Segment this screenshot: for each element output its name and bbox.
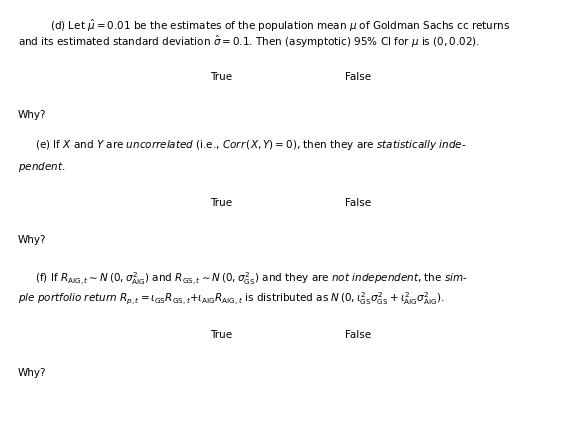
Text: (d) Let $\hat{\mu} = 0.01$ be the estimates of the population mean $\mu$ of Gold: (d) Let $\hat{\mu} = 0.01$ be the estima… (50, 18, 510, 34)
Text: True: True (210, 72, 232, 82)
Text: (e) If $X$ and $Y$ are $\mathit{uncorrelated}$ (i.e., $\mathit{Corr}\,(X, Y) = 0: (e) If $X$ and $Y$ are $\mathit{uncorrel… (35, 138, 467, 152)
Text: Why?: Why? (18, 110, 46, 120)
Text: $\mathit{ple\ portfolio\ return}$ $R_{p,t} = \iota_{\mathrm{GS}}R_{\mathrm{GS},t: $\mathit{ple\ portfolio\ return}$ $R_{p,… (18, 290, 445, 306)
Text: False: False (345, 198, 371, 208)
Text: and its estimated standard deviation $\hat{\sigma} = 0.1$. Then (asymptotic) 95%: and its estimated standard deviation $\h… (18, 34, 480, 50)
Text: (f) If $R_{\mathrm{AIG},t} \sim N\,(0, \sigma^2_{\mathrm{AIG}})$ and $R_{\mathrm: (f) If $R_{\mathrm{AIG},t} \sim N\,(0, \… (35, 270, 468, 287)
Text: Why?: Why? (18, 235, 46, 245)
Text: $\mathit{pendent}$.: $\mathit{pendent}$. (18, 160, 65, 174)
Text: True: True (210, 198, 232, 208)
Text: Why?: Why? (18, 368, 46, 378)
Text: True: True (210, 330, 232, 340)
Text: False: False (345, 72, 371, 82)
Text: False: False (345, 330, 371, 340)
